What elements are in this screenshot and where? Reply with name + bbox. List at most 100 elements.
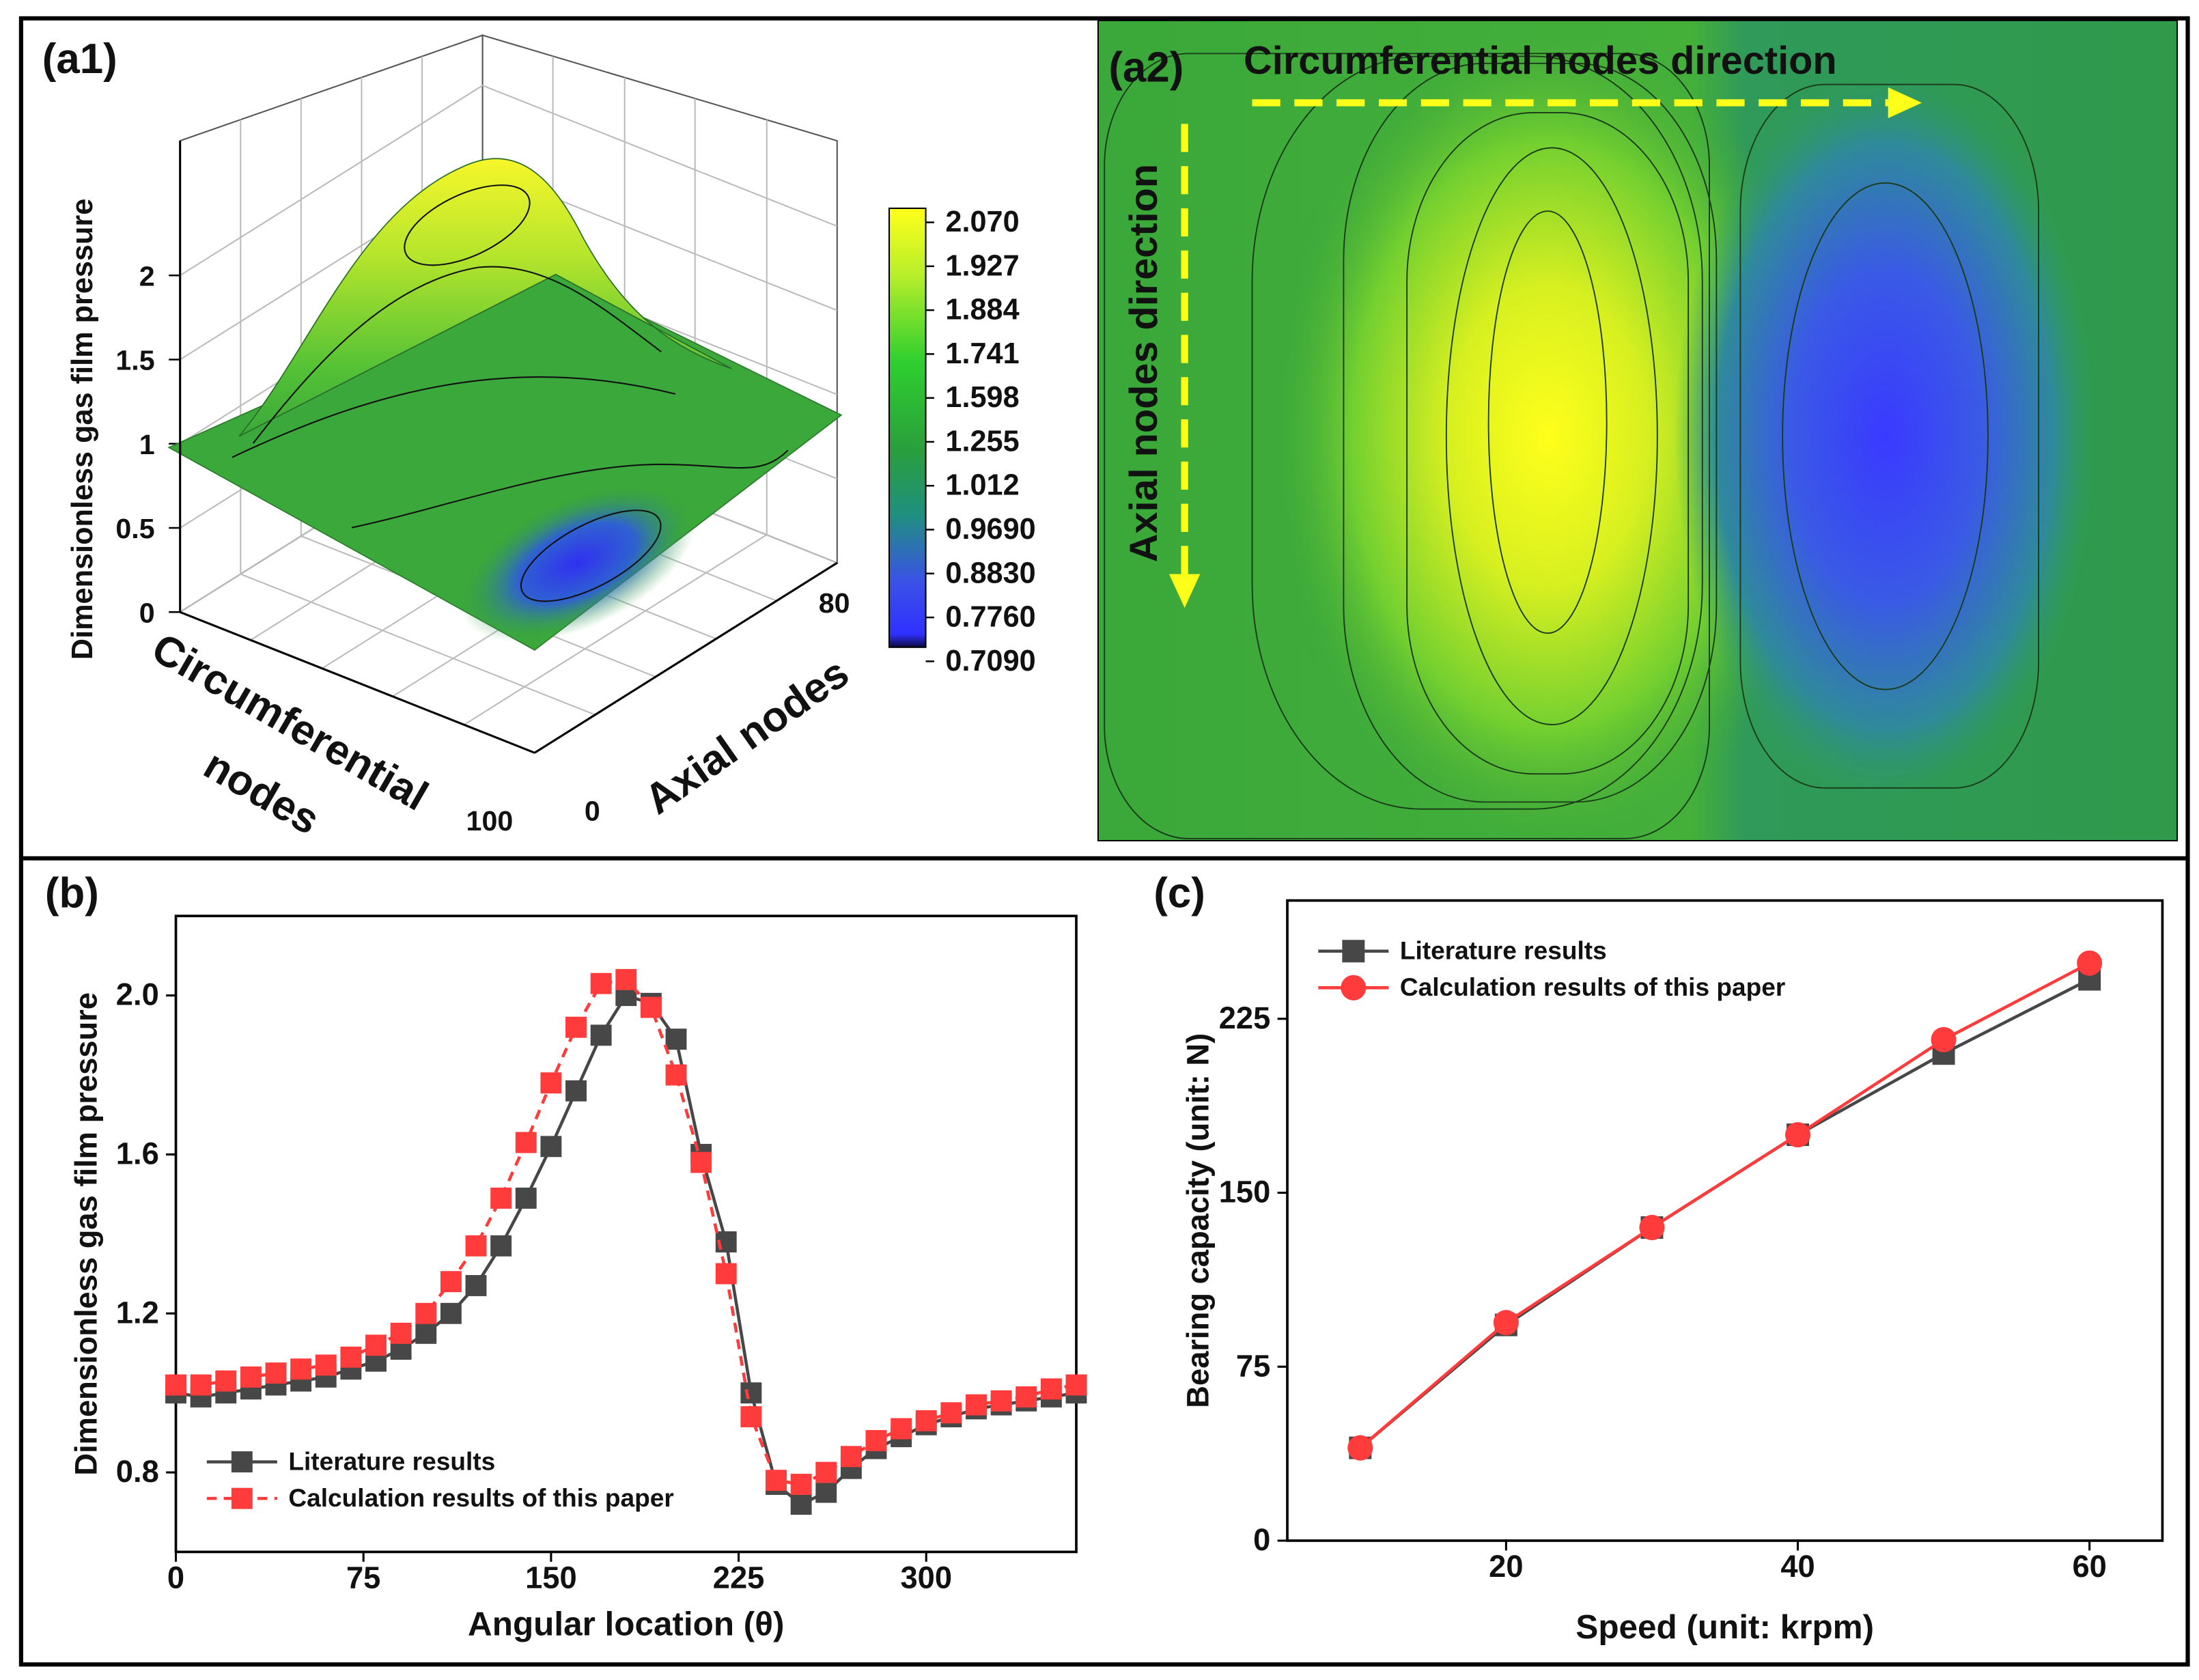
panel-label: (b) bbox=[45, 870, 99, 917]
y-tick-label: 1.6 bbox=[116, 1136, 159, 1171]
colorbar-tick-label: 1.012 bbox=[945, 469, 1019, 502]
contours bbox=[1104, 53, 2040, 839]
marker bbox=[891, 1418, 912, 1440]
y-tick-label: 0.8 bbox=[116, 1454, 159, 1489]
y-tick-label: 2.0 bbox=[116, 977, 159, 1012]
marker bbox=[1040, 1378, 1062, 1400]
series-line bbox=[176, 993, 1077, 1507]
marker bbox=[1931, 1026, 1957, 1052]
y-tick-label: 80 bbox=[819, 587, 850, 619]
x-tick-label: 40 bbox=[1780, 1549, 1815, 1584]
marker bbox=[966, 1394, 987, 1416]
marker bbox=[540, 1072, 562, 1094]
marker bbox=[565, 1016, 587, 1038]
marker bbox=[2077, 950, 2103, 976]
contour bbox=[232, 376, 676, 458]
surface-dip bbox=[458, 483, 695, 643]
contour bbox=[404, 184, 531, 266]
y-axis-label: Dimensionless gas film pressure bbox=[69, 992, 104, 1476]
marker bbox=[1784, 1122, 1811, 1148]
x-tick-label: 150 bbox=[525, 1560, 577, 1595]
marker bbox=[290, 1358, 312, 1380]
z-axis-label: Dimensionless gas film pressure bbox=[66, 199, 99, 660]
low-pressure-zone bbox=[1674, 70, 2097, 802]
x-axis-label: Angular location (θ) bbox=[468, 1606, 784, 1643]
colorbar-tick-label: 0.9690 bbox=[945, 513, 1035, 546]
legend-marker bbox=[1342, 940, 1365, 963]
annotation: Axial nodes direction bbox=[1122, 164, 1166, 562]
marker bbox=[340, 1346, 362, 1368]
marker bbox=[415, 1302, 437, 1324]
y-tick-label: 75 bbox=[1236, 1348, 1270, 1383]
marker bbox=[315, 1354, 337, 1376]
legend-marker bbox=[1341, 975, 1367, 1000]
marker bbox=[265, 1362, 287, 1384]
colorbar-tick-label: 1.741 bbox=[945, 337, 1019, 370]
x-tick-label: 300 bbox=[900, 1560, 952, 1595]
y-axis-label: Axial nodes bbox=[636, 649, 858, 824]
marker bbox=[915, 1410, 937, 1431]
marker bbox=[565, 1080, 587, 1102]
marker bbox=[715, 1263, 737, 1285]
panel-label: (a1) bbox=[42, 36, 117, 83]
marker bbox=[490, 1188, 512, 1209]
marker bbox=[665, 1064, 687, 1086]
legend-label: Literature results bbox=[288, 1446, 495, 1475]
z-tick-label: 0.5 bbox=[115, 513, 154, 544]
colorbar bbox=[888, 207, 927, 648]
marker bbox=[540, 1136, 562, 1158]
panel-label: (c) bbox=[1153, 870, 1205, 917]
marker bbox=[615, 968, 637, 990]
z-tick-label: 0 bbox=[139, 597, 155, 628]
y-tick-label: 1.2 bbox=[116, 1295, 159, 1330]
y-tick-label: 0 bbox=[1253, 1522, 1270, 1557]
series-line bbox=[1359, 978, 2090, 1449]
surface-peak bbox=[238, 158, 732, 437]
marker bbox=[640, 996, 662, 1018]
marker bbox=[465, 1235, 487, 1257]
marker bbox=[1016, 1386, 1037, 1408]
high-pressure-zone bbox=[1266, 19, 1830, 842]
colorbar-tick-label: 0.7090 bbox=[945, 645, 1035, 677]
marker bbox=[165, 1374, 186, 1396]
marker bbox=[440, 1271, 462, 1293]
x-tick-label: 225 bbox=[713, 1560, 765, 1595]
series-line bbox=[1359, 962, 2090, 1449]
marker bbox=[940, 1402, 962, 1424]
marker bbox=[740, 1406, 762, 1428]
marker bbox=[390, 1322, 412, 1344]
legend-label: Calculation results of this paper bbox=[288, 1483, 674, 1512]
marker bbox=[590, 972, 612, 994]
colorbar-tick-label: 1.255 bbox=[945, 425, 1019, 458]
marker bbox=[1065, 1374, 1087, 1396]
contour bbox=[520, 509, 662, 602]
marker bbox=[1493, 1310, 1519, 1336]
heatmap-panel: (a2) Circumferential nodes direction Axi… bbox=[1097, 19, 2179, 842]
marker bbox=[840, 1446, 862, 1468]
marker bbox=[766, 1470, 787, 1492]
colorbar-tick-label: 1.598 bbox=[945, 381, 1019, 414]
arrow-head bbox=[1888, 87, 1922, 119]
annotation: Circumferential nodes direction bbox=[1244, 39, 1836, 83]
y-tick-label: 0 bbox=[585, 796, 600, 827]
marker bbox=[590, 1024, 612, 1046]
x-tick-label: 0 bbox=[167, 1560, 184, 1595]
x-tick-label: 60 bbox=[2072, 1549, 2106, 1584]
legend-label: Calculation results of this paper bbox=[1400, 972, 1786, 1001]
marker bbox=[465, 1275, 487, 1296]
legend-marker bbox=[231, 1451, 253, 1473]
colorbar-tick-label: 1.927 bbox=[945, 249, 1019, 282]
marker bbox=[790, 1474, 812, 1495]
marker bbox=[690, 1151, 712, 1173]
marker bbox=[415, 1322, 437, 1344]
marker bbox=[240, 1366, 262, 1388]
marker bbox=[740, 1382, 762, 1404]
contour bbox=[253, 266, 662, 444]
x-axis bbox=[180, 611, 535, 754]
legend-label: Literature results bbox=[1400, 936, 1607, 965]
marker bbox=[815, 1481, 837, 1503]
marker bbox=[515, 1188, 537, 1209]
y-tick-label: 150 bbox=[1219, 1175, 1271, 1209]
